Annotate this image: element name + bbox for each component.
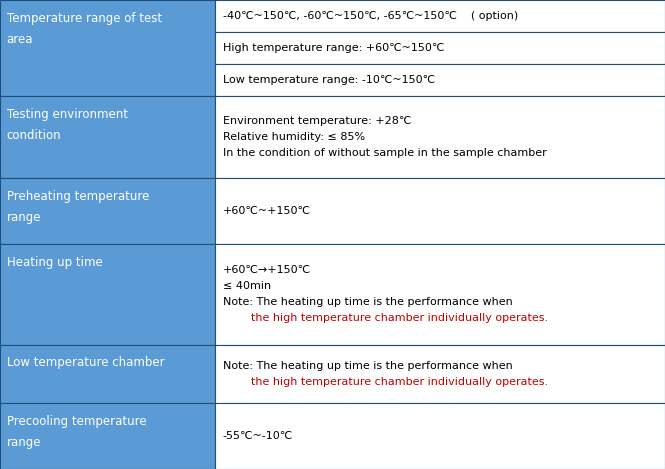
Text: the high temperature chamber individually operates.: the high temperature chamber individuall… [223, 377, 548, 387]
Text: High temperature range: +60℃~150℃: High temperature range: +60℃~150℃ [223, 43, 444, 53]
Text: Preheating temperature
range: Preheating temperature range [7, 190, 149, 224]
Text: Relative humidity: ≤ 85%: Relative humidity: ≤ 85% [223, 132, 365, 142]
Text: -40℃~150℃, -60℃~150℃, -65℃~150℃    ( option): -40℃~150℃, -60℃~150℃, -65℃~150℃ ( option… [223, 11, 518, 21]
Text: Note: The heating up time is the performance when: Note: The heating up time is the perform… [223, 297, 513, 307]
Text: +60℃~+150℃: +60℃~+150℃ [223, 206, 311, 216]
Bar [215, 32, 665, 64]
Bar [0, 96, 215, 178]
Bar [215, 178, 665, 244]
Bar [215, 96, 665, 178]
Text: Note: The heating up time is the performance when: Note: The heating up time is the perform… [223, 361, 513, 371]
Bar [215, 64, 665, 96]
Text: Testing environment
condition: Testing environment condition [7, 108, 128, 142]
Text: +60℃→+150℃: +60℃→+150℃ [223, 265, 311, 275]
Text: the high temperature chamber individually operates.: the high temperature chamber individuall… [223, 313, 548, 323]
Bar [215, 244, 665, 345]
Bar [215, 403, 665, 469]
Text: ≤ 40min: ≤ 40min [223, 281, 271, 291]
Bar [215, 345, 665, 403]
Bar [0, 0, 215, 96]
Text: -55℃~-10℃: -55℃~-10℃ [223, 431, 293, 441]
Bar [0, 178, 215, 244]
Bar [0, 345, 215, 403]
Text: Low temperature range: -10℃~150℃: Low temperature range: -10℃~150℃ [223, 75, 435, 85]
Text: In the condition of without sample in the sample chamber: In the condition of without sample in th… [223, 148, 547, 158]
Bar [215, 0, 665, 32]
Bar [0, 244, 215, 345]
Text: Temperature range of test
area: Temperature range of test area [7, 12, 162, 45]
Text: Environment temperature: +28℃: Environment temperature: +28℃ [223, 116, 411, 126]
Text: Precooling temperature
range: Precooling temperature range [7, 415, 146, 449]
Bar [0, 403, 215, 469]
Text: Low temperature chamber: Low temperature chamber [7, 356, 164, 370]
Text: Heating up time: Heating up time [7, 256, 102, 269]
